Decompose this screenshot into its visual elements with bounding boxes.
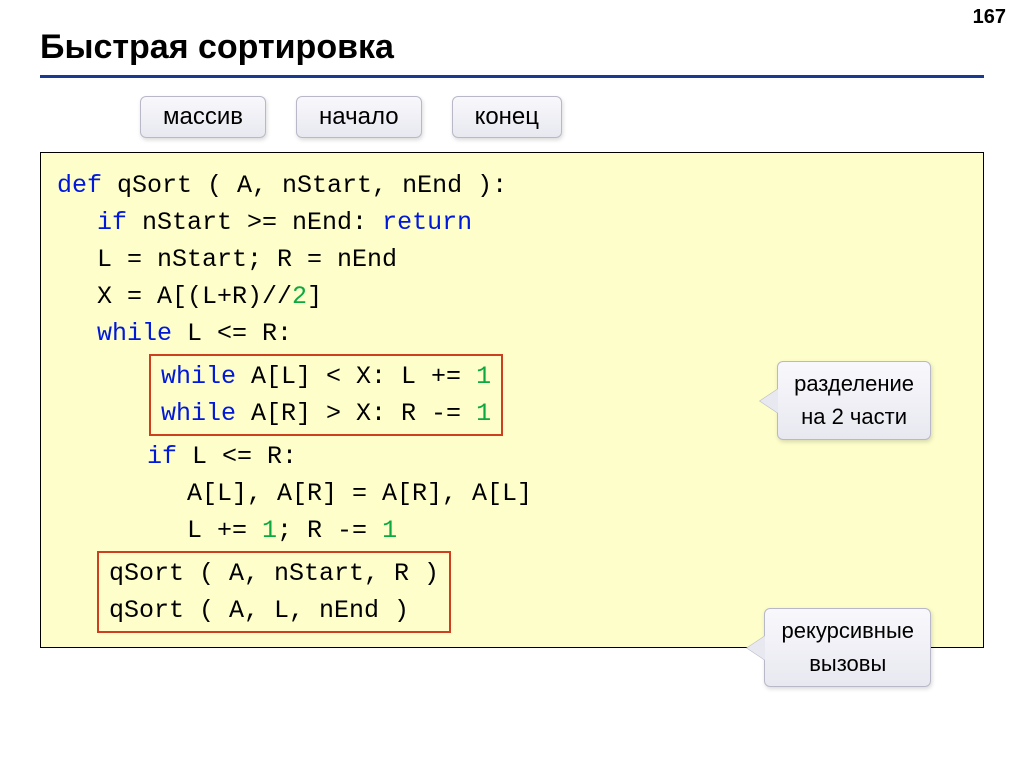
code-line-swap: A[L], A[R] = A[R], A[L]	[57, 475, 967, 512]
code-text: X = A[(L+R)//	[97, 282, 292, 311]
callout-text: разделение	[794, 371, 914, 396]
callout-text: рекурсивные	[781, 618, 914, 643]
number-literal: 1	[476, 399, 491, 428]
slide-title: Быстрая сортировка	[40, 28, 984, 78]
callout-split: разделение на 2 части	[777, 361, 931, 440]
code-text: L <= R:	[172, 319, 292, 348]
code-text: A[L] < X: L +=	[236, 362, 476, 391]
code-block: def qSort ( A, nStart, nEnd ): if nStart…	[40, 152, 984, 648]
code-line-qsort-right: qSort ( A, L, nEnd )	[109, 592, 439, 629]
label-end: конец	[452, 96, 562, 138]
code-line-while-l: while A[L] < X: L += 1	[161, 358, 491, 395]
code-line-assign-lr: L = nStart; R = nEnd	[57, 241, 967, 278]
number-literal: 1	[382, 516, 397, 545]
code-text: L <= R:	[177, 442, 297, 471]
code-line-inc-dec: L += 1; R -= 1	[57, 512, 967, 549]
code-line-pivot: X = A[(L+R)//2]	[57, 278, 967, 315]
keyword-return: return	[382, 208, 472, 237]
parameter-labels-row: массив начало конец	[140, 96, 984, 138]
callout-recursive: рекурсивные вызовы	[764, 608, 931, 687]
keyword-if: if	[147, 442, 177, 471]
code-line-if-return: if nStart >= nEnd: return	[57, 204, 967, 241]
code-text: ]	[307, 282, 322, 311]
callout-text: на 2 части	[801, 404, 907, 429]
code-line-while-r: while A[R] > X: R -= 1	[161, 395, 491, 432]
number-literal: 1	[262, 516, 277, 545]
code-text: nStart >= nEnd:	[127, 208, 382, 237]
label-array: массив	[140, 96, 266, 138]
keyword-while: while	[161, 362, 236, 391]
number-literal: 2	[292, 282, 307, 311]
code-line-def: def qSort ( A, nStart, nEnd ):	[57, 167, 967, 204]
code-line-qsort-left: qSort ( A, nStart, R )	[109, 555, 439, 592]
code-line-while-outer: while L <= R:	[57, 315, 967, 352]
keyword-while: while	[97, 319, 172, 348]
label-start: начало	[296, 96, 422, 138]
page-number: 167	[973, 6, 1006, 29]
code-text: L +=	[187, 516, 262, 545]
code-text: qSort ( A, nStart, nEnd ):	[102, 171, 507, 200]
keyword-def: def	[57, 171, 102, 200]
recursive-calls-box: qSort ( A, nStart, R ) qSort ( A, L, nEn…	[97, 551, 451, 633]
keyword-if: if	[97, 208, 127, 237]
keyword-while: while	[161, 399, 236, 428]
code-text: A[R] > X: R -=	[236, 399, 476, 428]
partition-inner-box: while A[L] < X: L += 1 while A[R] > X: R…	[149, 354, 503, 436]
code-line-if-swap: if L <= R:	[57, 438, 967, 475]
code-text: ; R -=	[277, 516, 382, 545]
callout-text: вызовы	[809, 651, 886, 676]
number-literal: 1	[476, 362, 491, 391]
